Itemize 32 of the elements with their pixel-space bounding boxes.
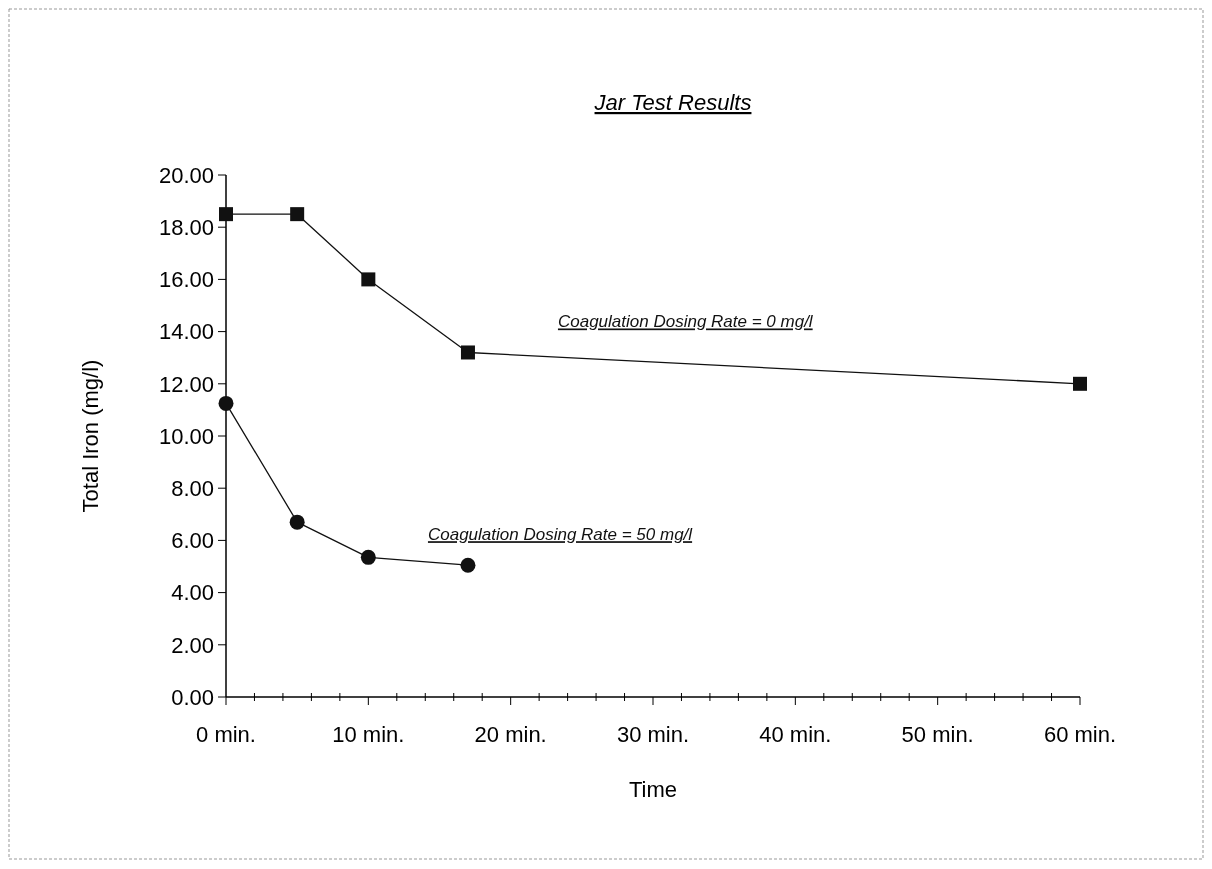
y-tick-label: 6.00 — [171, 528, 214, 554]
y-tick-label: 14.00 — [158, 319, 214, 345]
y-tick-label: 10.00 — [158, 423, 214, 449]
x-tick-label: 10 min. — [332, 722, 405, 747]
y-tick-label: 12.00 — [158, 371, 214, 397]
x-tick-label: 0 min. — [196, 722, 256, 747]
x-axis-title: Time — [628, 777, 678, 802]
x-tick-label: 40 min. — [759, 722, 832, 747]
point — [361, 272, 376, 287]
y-tick-label: 16.00 — [158, 267, 214, 293]
point — [460, 557, 476, 573]
point — [218, 395, 234, 411]
y-tick-label: 2.00 — [171, 632, 214, 658]
point — [1073, 376, 1087, 391]
y-tick-label: 8.00 — [171, 475, 214, 501]
y-tick-label: 18.00 — [158, 214, 214, 240]
x-tick-label: 30 min. — [616, 722, 690, 747]
x-tick-label: 60 min. — [1043, 722, 1117, 747]
y-tick-label: 4.00 — [171, 580, 214, 606]
x-tick-label: 50 min. — [901, 722, 974, 747]
x-tick-label: 20 min. — [474, 722, 547, 747]
point — [290, 207, 305, 222]
point — [219, 207, 233, 222]
series-label: Coagulation Dosing Rate = 50 mg/l — [427, 525, 694, 545]
y-tick-label: 20.00 — [158, 162, 214, 188]
point — [289, 514, 305, 530]
y-axis-title: Total Iron (mg/l) — [78, 359, 103, 513]
y-tick-label: 0.00 — [171, 684, 214, 710]
chart-title: Jar Test Results — [593, 90, 752, 115]
point — [360, 549, 376, 565]
point — [460, 345, 475, 360]
series-label: Coagulation Dosing Rate = 0 mg/l — [557, 312, 814, 332]
